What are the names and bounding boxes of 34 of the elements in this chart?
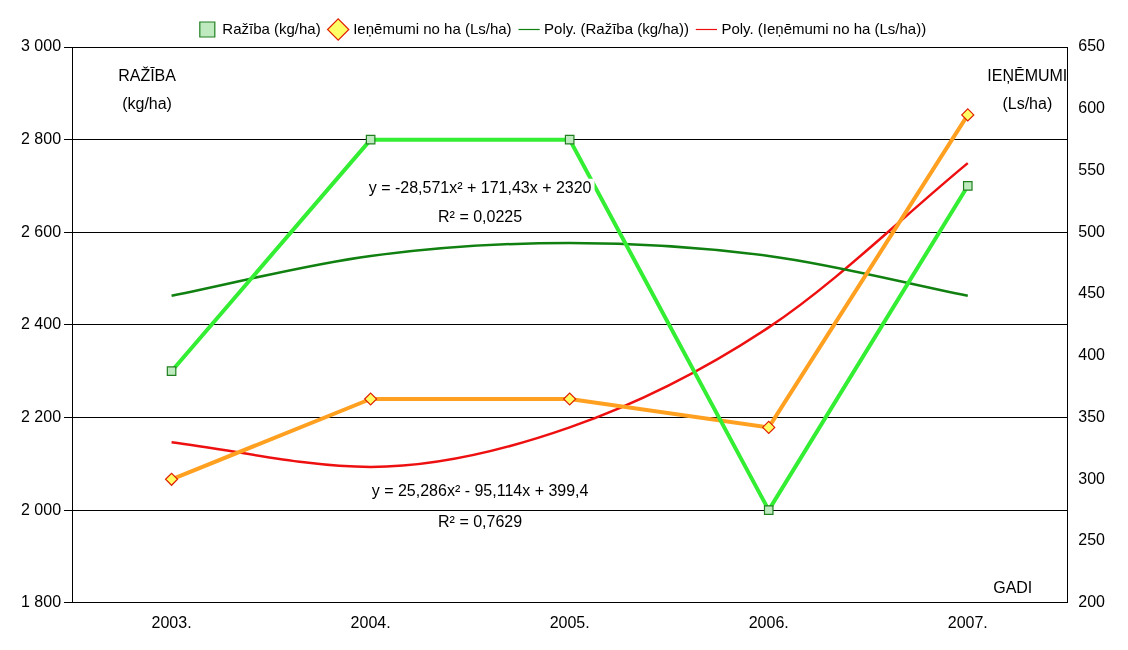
y-tick-label: 2 000 <box>20 500 62 518</box>
y2-tick-label: 300 <box>1078 469 1106 487</box>
y2-tick-label: 350 <box>1078 407 1106 425</box>
y-tick-label: 1 800 <box>20 593 62 611</box>
y2-tick-label: 650 <box>1078 37 1106 55</box>
line-series <box>170 161 970 469</box>
y-tick-label: 2 400 <box>20 315 62 333</box>
legend-label: Ieņēmumi no ha (Ls/ha) <box>353 19 512 37</box>
y-tick-label: 2 600 <box>20 222 62 240</box>
y2-tick-label: 250 <box>1078 531 1106 549</box>
y-tick-label: 2 200 <box>20 407 62 425</box>
y-tick-label: 3 000 <box>20 37 62 55</box>
y2-tick-label: 400 <box>1078 346 1106 364</box>
y2-tick-label: 200 <box>1078 593 1106 611</box>
annotation: y = 25,286x² - 95,114x + 399,4 <box>371 482 589 500</box>
y2-tick-label: 550 <box>1078 160 1106 178</box>
x-tick-label: 2005. <box>549 613 590 631</box>
annotation: R² = 0,7629 <box>438 512 523 530</box>
legend-label: Ražība (kg/ha) <box>222 19 321 37</box>
y2-axis-title: IEŅĒMUMI (Ls/ha) <box>987 67 1068 113</box>
y-axis-title: RAŽĪBA (kg/ha) <box>118 66 177 113</box>
y-tick-label: 2 800 <box>20 130 62 148</box>
annotation: R² = 0,0225 <box>438 208 523 226</box>
annotation: y = -28,571x² + 171,43x + 2320 <box>368 179 592 197</box>
y2-tick-label: 600 <box>1078 99 1106 117</box>
legend-label: Poly. (Ražība (kg/ha)) <box>544 19 689 37</box>
x-tick-label: 2007. <box>947 613 988 631</box>
x-tick-label: 2003. <box>151 613 192 631</box>
y2-tick-label: 500 <box>1078 222 1106 240</box>
x-tick-label: 2006. <box>748 613 789 631</box>
x-tick-label: 2004. <box>350 613 391 631</box>
y2-tick-label: 450 <box>1078 284 1106 302</box>
x-axis-title: GADI <box>993 579 1033 597</box>
legend-label: Poly. (Ieņēmumi no ha (Ls/ha)) <box>721 19 927 37</box>
